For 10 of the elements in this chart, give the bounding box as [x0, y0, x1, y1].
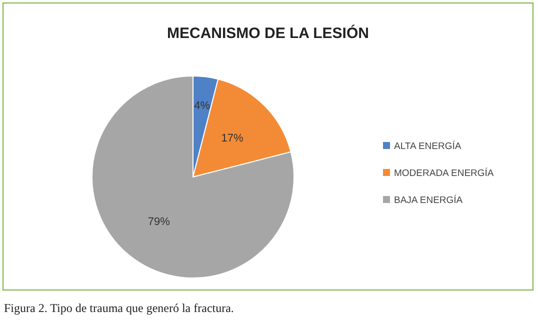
data-label: 4%	[194, 100, 210, 112]
legend-label: BAJA ENERGÍA	[394, 194, 464, 206]
legend-label: MODERADA ENERGÍA	[394, 167, 494, 179]
text: Figura 2. Tipo de trauma que generó la fractura.	[4, 301, 234, 315]
legend-label: ALTA ENERGÍA	[394, 140, 462, 152]
data-label: 79%	[148, 216, 170, 228]
pie-slice	[92, 76, 294, 278]
chart-title: MECANISMO DE LA LESIÓN	[167, 24, 369, 42]
pie-slice	[192, 78, 292, 178]
data-label: 17%	[221, 132, 244, 145]
